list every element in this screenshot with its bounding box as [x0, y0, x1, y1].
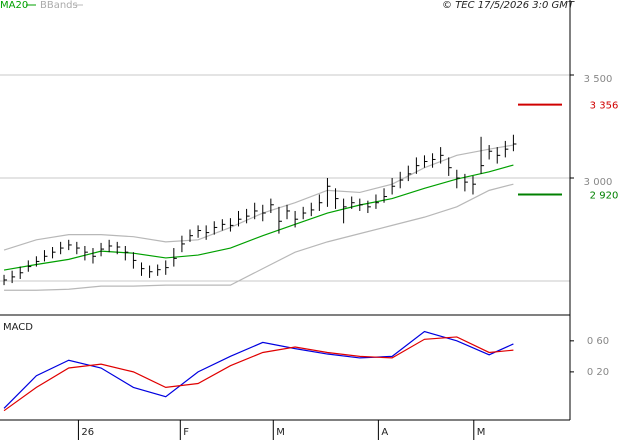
macd-line [3, 336, 514, 412]
legend-bbands: BBands [40, 0, 78, 11]
y-tick-label: 0 60 [587, 336, 609, 347]
x-tick-label: A [381, 427, 388, 438]
grid: 3 000 3 500 0 20 0 60 26 F M A M [0, 74, 612, 440]
level-label: 2 920 [590, 190, 619, 201]
level-label: 3 356 [590, 101, 619, 112]
x-tick-label: M [276, 427, 285, 438]
x-tick-label: F [183, 427, 189, 438]
plot: 3 356 2 920 [3, 101, 619, 412]
x-tick-label: 26 [81, 427, 94, 438]
legend-ma20: MA20 [0, 0, 28, 11]
y-tick-label: 0 20 [587, 367, 609, 378]
macd-title: MACD [3, 322, 33, 333]
x-tick-label: M [477, 427, 486, 438]
y-tick-label: 3 500 [584, 74, 613, 85]
y-tick-label: 3 000 [584, 177, 613, 188]
credit: © TEC 17/5/2026 3:0 GMT [442, 0, 575, 11]
indicator-line [4, 183, 514, 291]
indicator-line [3, 164, 514, 271]
